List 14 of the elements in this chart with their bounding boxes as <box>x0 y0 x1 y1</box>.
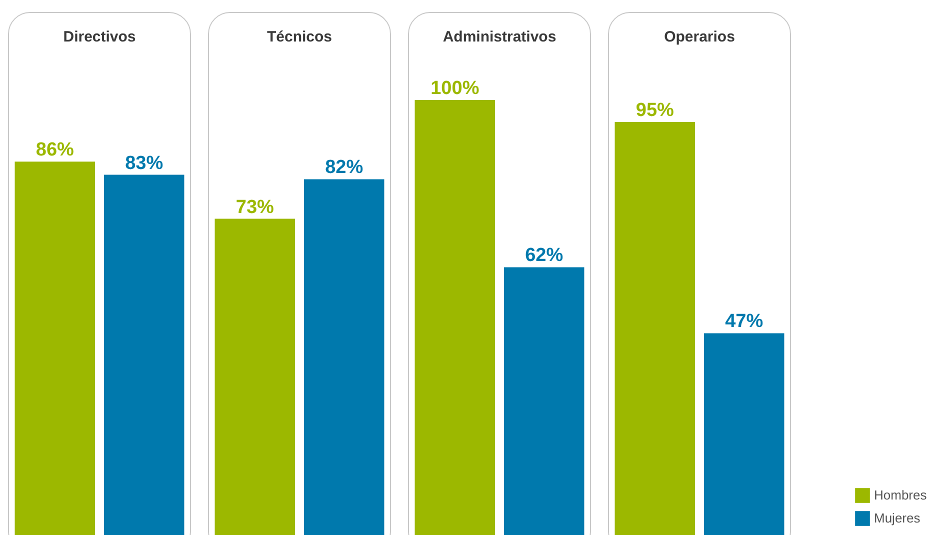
legend-label: Mujeres <box>874 510 921 526</box>
x-tick-label: Operarios <box>664 28 735 46</box>
data-label: 86% <box>36 140 74 161</box>
data-label: 62% <box>525 245 564 266</box>
data-label: 83% <box>125 152 164 174</box>
x-tick-label: Directivos <box>63 28 136 46</box>
data-label: 100% <box>430 78 480 99</box>
data-label: 47% <box>725 311 764 332</box>
data-label: 95% <box>636 100 674 121</box>
x-tick-label: Administrativos <box>442 28 556 46</box>
x-tick-label: Técnicos <box>266 28 332 46</box>
data-label: 73% <box>236 196 274 218</box>
legend-label: Hombres <box>874 488 928 502</box>
data-label: 82% <box>325 157 364 178</box>
